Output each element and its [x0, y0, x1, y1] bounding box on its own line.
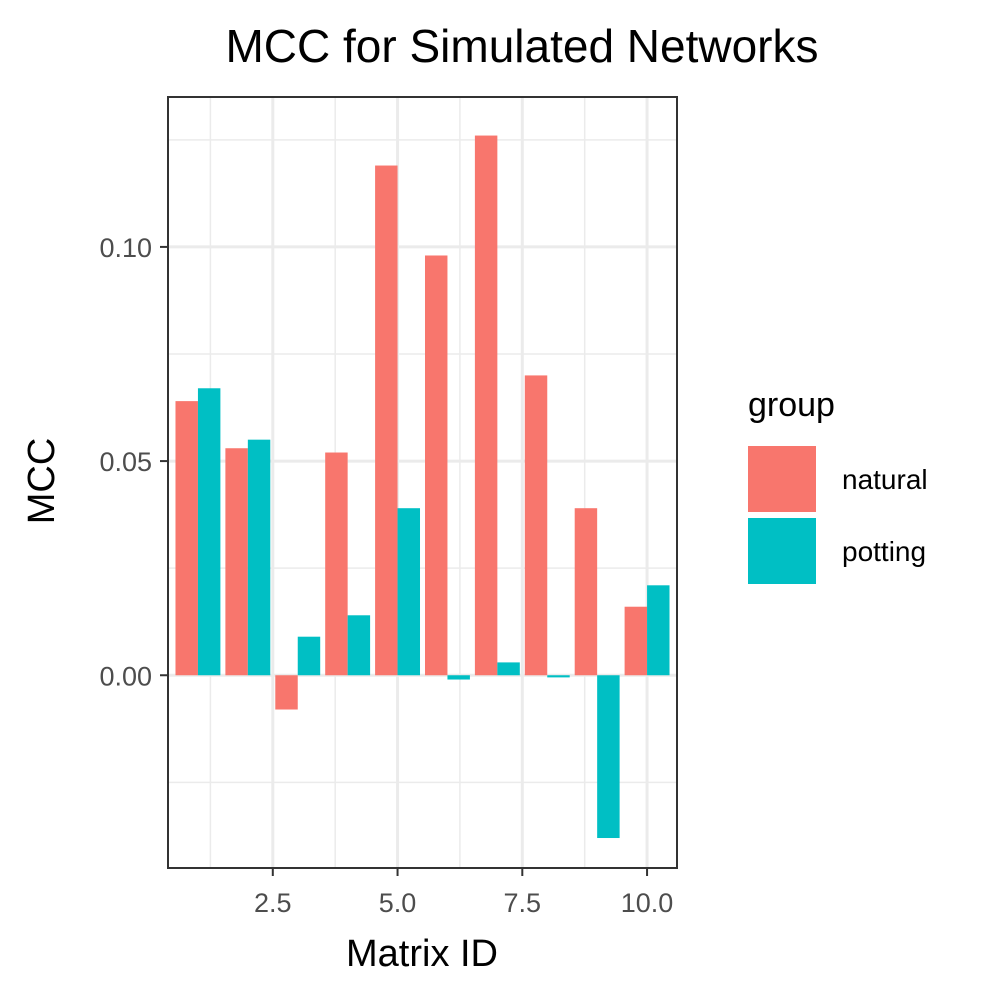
bar-potting-8 [547, 675, 570, 678]
legend-label-natural: natural [842, 464, 928, 495]
bar-natural-4 [325, 452, 348, 676]
bar-potting-7 [497, 662, 520, 676]
bar-natural-1 [175, 401, 198, 676]
plot-bars [175, 135, 670, 839]
y-tick-label: 0.05 [99, 447, 152, 477]
x-tick-label: 10.0 [621, 888, 674, 918]
y-axis-title: MCC [21, 438, 63, 525]
legend-key-potting [748, 518, 816, 584]
bar-natural-6 [424, 255, 448, 676]
y-tick-label: 0.10 [99, 233, 152, 263]
bar-potting-2 [247, 439, 271, 676]
legend-key-natural [748, 446, 816, 512]
bar-potting-4 [347, 615, 371, 676]
bar-natural-8 [524, 375, 548, 676]
bar-potting-3 [297, 636, 321, 676]
bar-natural-10 [624, 606, 648, 676]
legend-label-potting: potting [842, 536, 926, 567]
axes: 2.5 5.0 7.5 10.0 0.00 0.05 0.10 [99, 233, 673, 918]
bar-natural-2 [225, 448, 248, 676]
bar-potting-9 [597, 675, 620, 839]
legend-title: group [748, 386, 835, 424]
plot-panel-border [167, 96, 678, 869]
bar-potting-6 [447, 675, 470, 680]
bar-potting-10 [647, 585, 670, 676]
bar-natural-3 [275, 675, 298, 710]
y-tick-label: 0.00 [99, 661, 152, 691]
x-axis-title: Matrix ID [346, 933, 498, 975]
chart-title: MCC for Simulated Networks [225, 20, 818, 72]
x-tick-label: 2.5 [254, 888, 292, 918]
bar-natural-7 [474, 135, 498, 676]
x-tick-label: 7.5 [504, 888, 542, 918]
legend: group natural potting [748, 386, 928, 584]
bar-potting-1 [197, 388, 221, 676]
bar-natural-5 [375, 165, 398, 676]
bar-potting-5 [397, 508, 421, 676]
x-tick-label: 5.0 [379, 888, 417, 918]
bar-natural-9 [574, 508, 598, 676]
